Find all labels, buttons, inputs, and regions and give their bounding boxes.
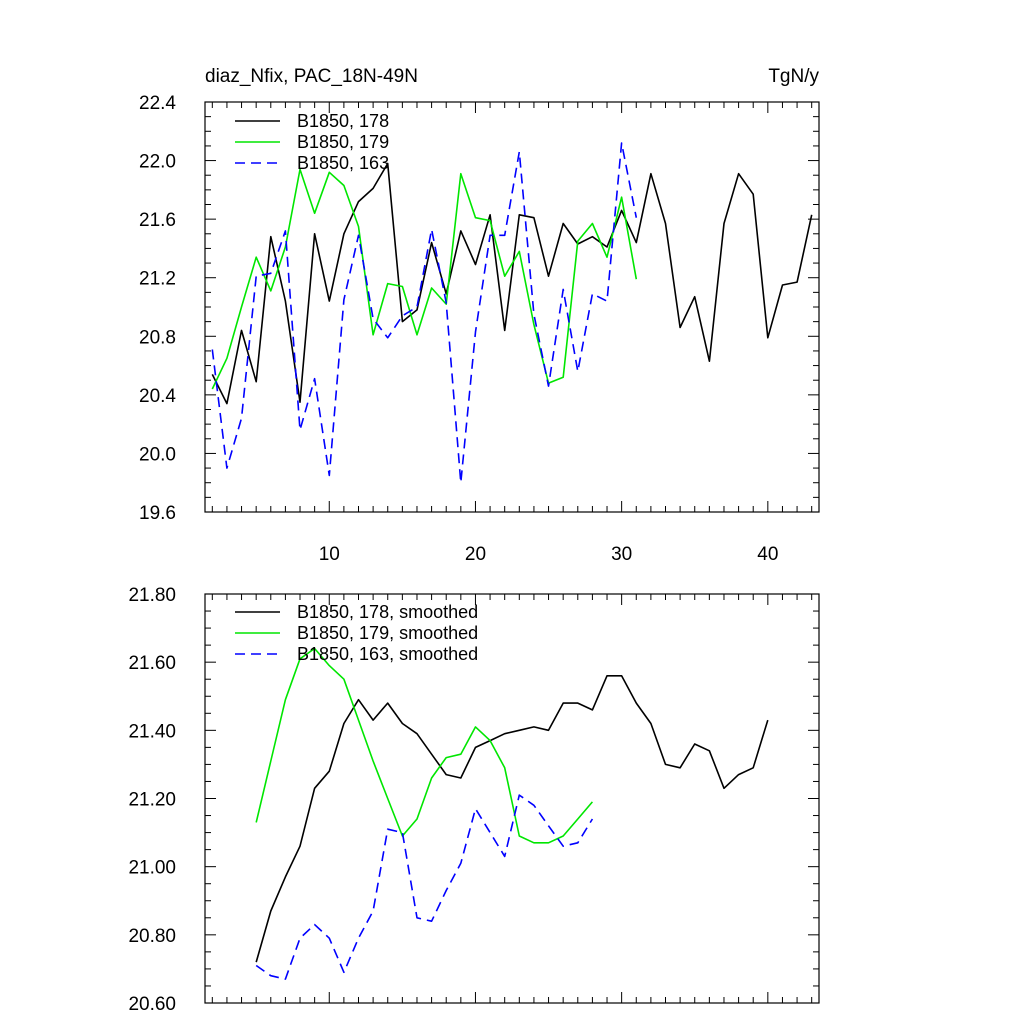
legend-label-2: B1850, 179 (297, 132, 389, 152)
y-tick-label: 20.60 (128, 994, 176, 1015)
legend-label-1: B1850, 178 (297, 111, 389, 131)
series-line-3 (211, 142, 638, 484)
series-line-2 (211, 168, 638, 390)
y-tick-label: 20.0 (139, 444, 176, 465)
y-tick-label: 21.40 (128, 721, 176, 742)
y-tick-label: 21.2 (139, 269, 176, 290)
y-tick-label: 22.0 (139, 152, 176, 173)
x-tick-label: 30 (611, 544, 632, 565)
legend-label-1: B1850, 178, smoothed (297, 602, 478, 622)
legend-label-3: B1850, 163 (297, 153, 389, 173)
y-tick-label: 20.4 (139, 386, 176, 407)
chart-units-label: TgN/y (768, 66, 819, 87)
y-tick-label: 20.8 (139, 327, 176, 348)
chart-panel-1: 19.6 20.0 20.4 20.8 21.2 21.6 22.0 22.4 10 20 30 40… (139, 93, 820, 565)
y-tick-label: 21.6 (139, 210, 176, 231)
x-tick-label: 40 (757, 544, 778, 565)
y-tick-label: 22.4 (139, 93, 176, 114)
chart-title-left: diaz_Nfix, PAC_18N-49N (205, 66, 418, 87)
y-tick-label: 21.80 (128, 585, 176, 606)
y-tick-label: 20.80 (128, 926, 176, 947)
chart-panel-2: 20.60 20.80 21.00 21.20 21.40 21.60 21.80 B1850… (128, 585, 820, 1015)
series-line-2 (255, 647, 594, 844)
legend-label-3: B1850, 163, smoothed (297, 644, 478, 664)
series-line-1 (255, 674, 769, 963)
x-tick-label: 10 (319, 544, 340, 565)
y-tick-label: 21.20 (128, 790, 176, 811)
series-line-1 (211, 162, 813, 405)
x-tick-label: 20 (465, 544, 486, 565)
y-tick-label: 21.60 (128, 653, 176, 674)
legend-label-2: B1850, 179, smoothed (297, 623, 478, 643)
y-tick-label: 19.6 (139, 503, 176, 524)
y-tick-label: 21.00 (128, 858, 176, 879)
